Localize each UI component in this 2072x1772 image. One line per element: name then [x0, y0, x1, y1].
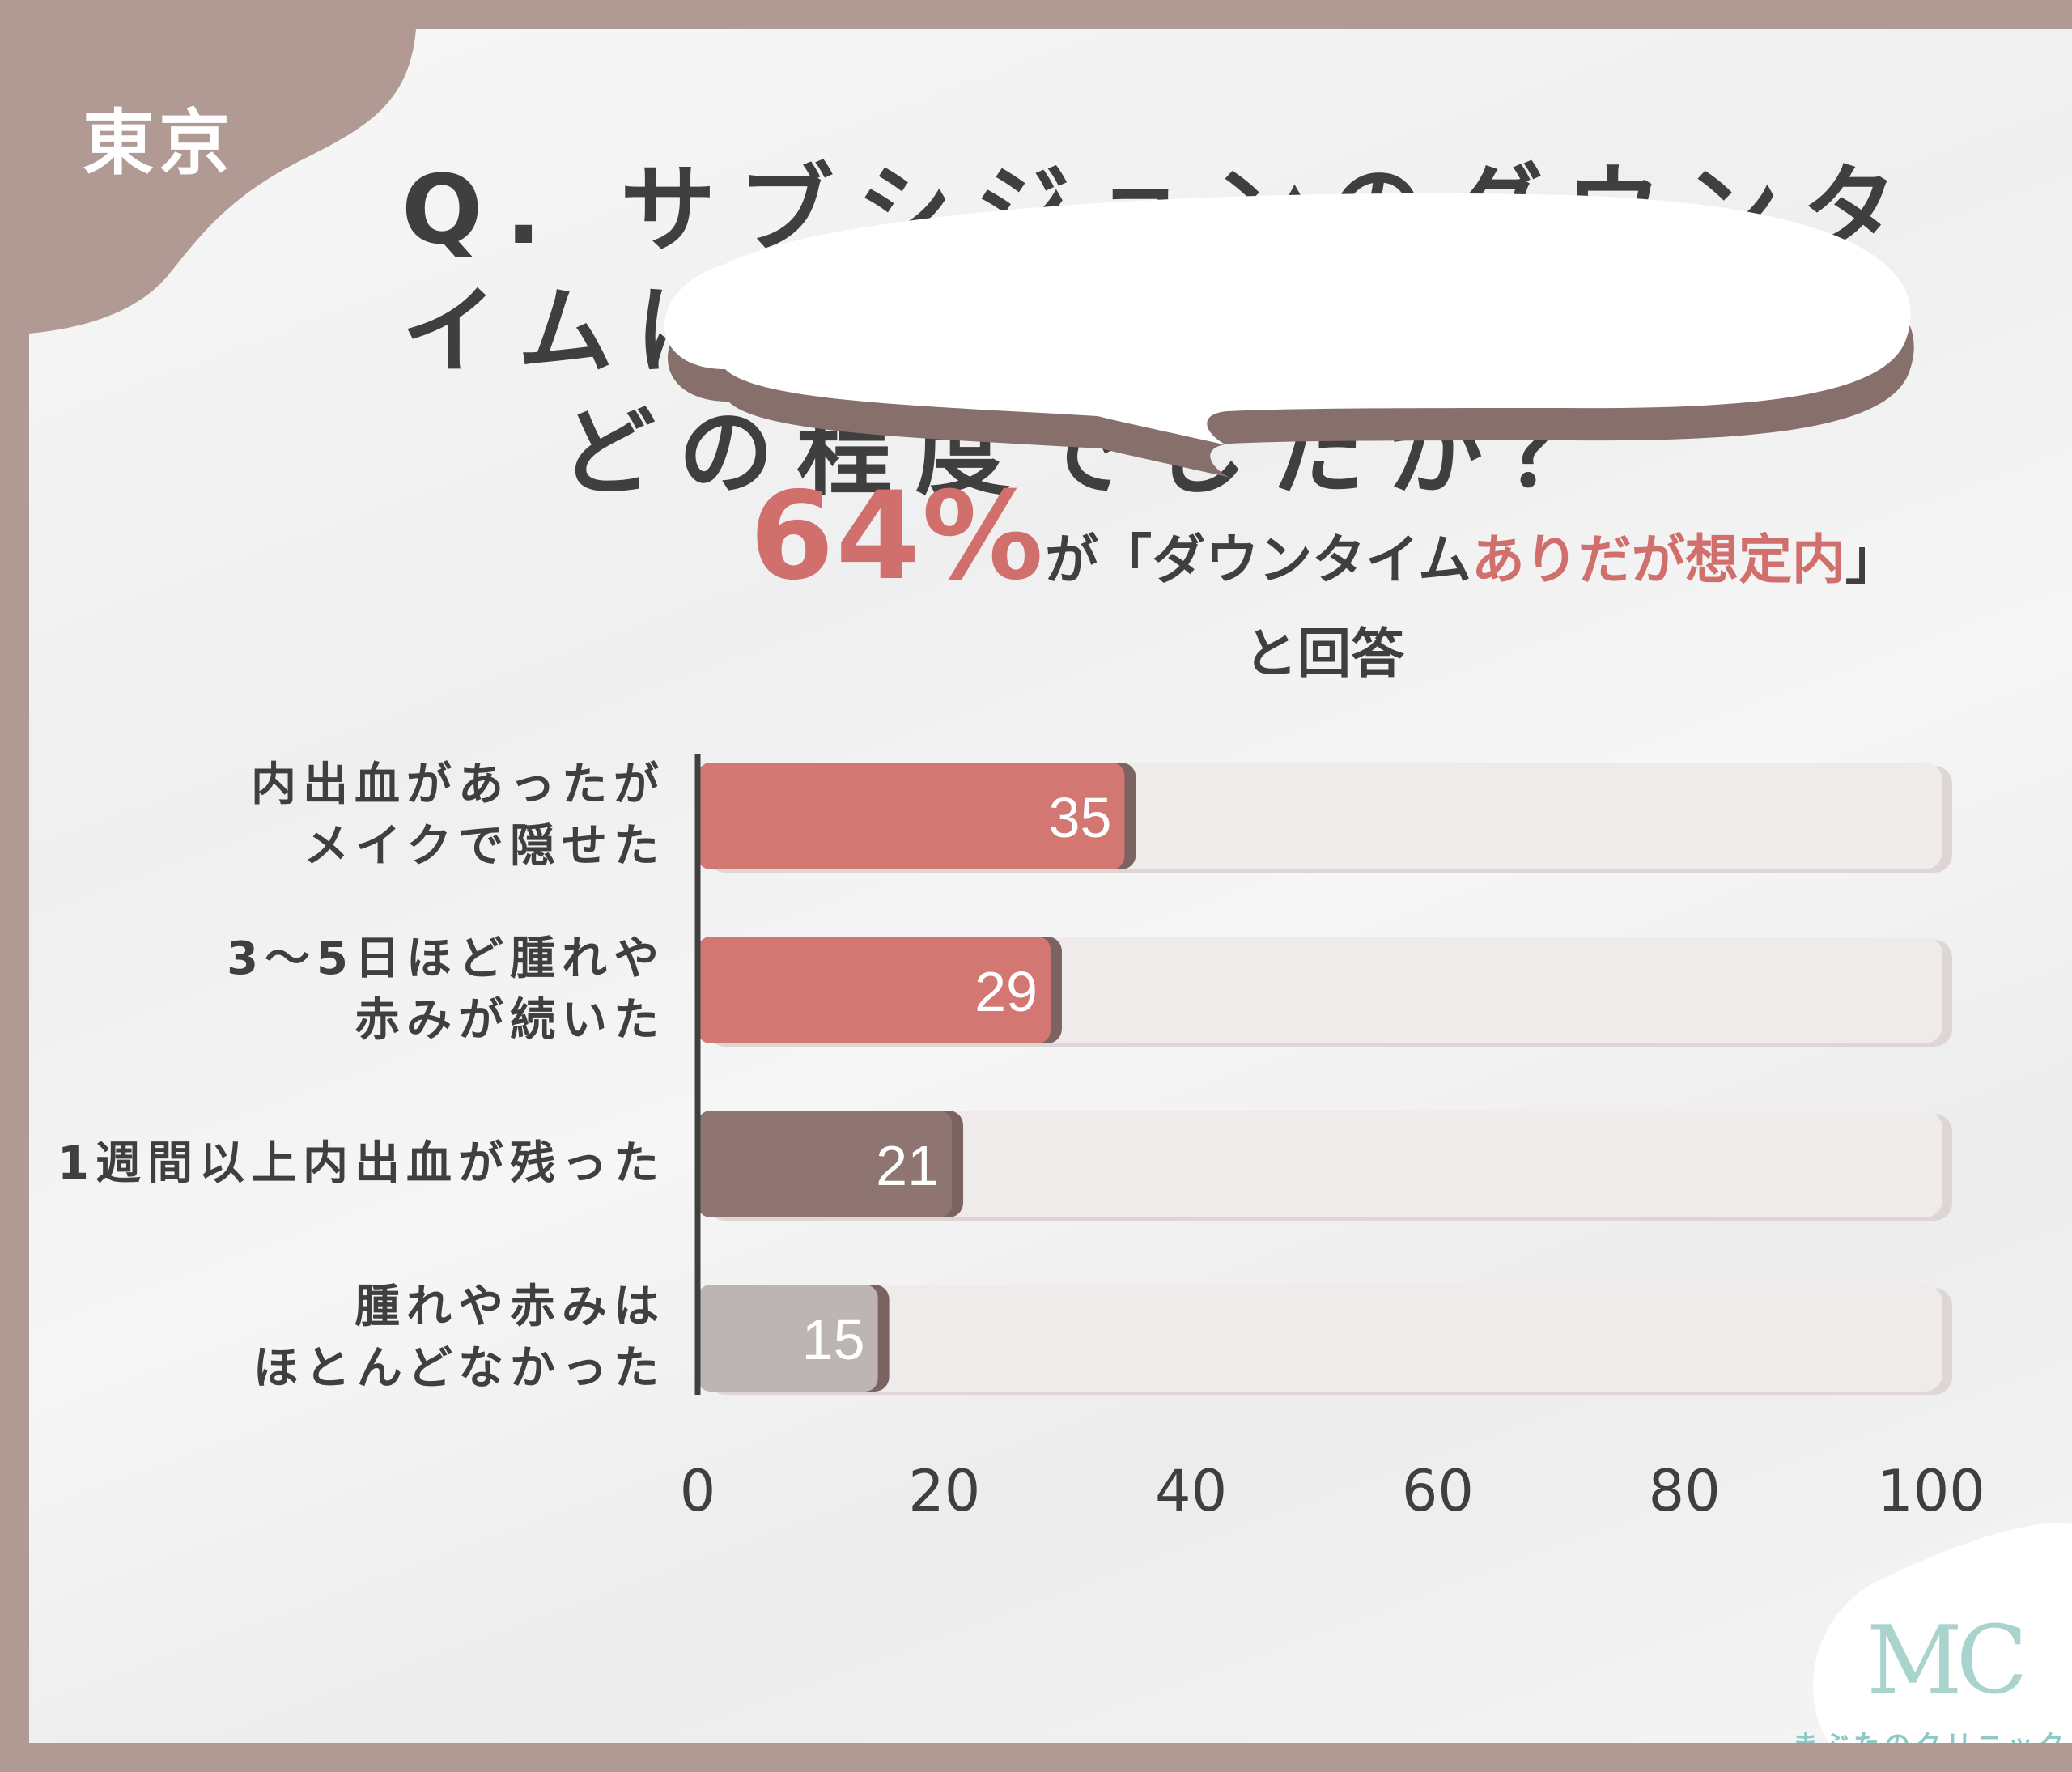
- category-label-line: 1週間以上内出血が残った: [57, 1137, 665, 1190]
- brand-name: まぶたのクリニック: [1792, 1724, 2069, 1743]
- category-label: 腫れや赤みはほとんどなかった: [29, 1277, 665, 1400]
- callout-line-2: と回答: [1244, 623, 1404, 685]
- x-tick-label: 60: [1402, 1458, 1474, 1524]
- bar-track: [698, 1285, 1942, 1392]
- callout-text-b: 」: [1845, 529, 1899, 591]
- bar: [698, 763, 1125, 869]
- callout-text-a: が「ダウンタイム: [1045, 529, 1471, 591]
- category-label-line: メイクで隠せた: [304, 820, 665, 873]
- brand-mark: MC: [1866, 1606, 2028, 1715]
- bar-chart: 35 29 21 15 0 20 40 60 80 100: [680, 754, 1985, 1524]
- bar-value-label: 35: [1049, 786, 1112, 849]
- category-label-line: 腫れや赤みは: [355, 1281, 665, 1333]
- callout-highlight: ありだが想定内: [1471, 529, 1845, 591]
- bar: [698, 937, 1051, 1043]
- category-label: 1週間以上内出血が残った: [29, 1133, 665, 1195]
- bar-value-label: 29: [974, 960, 1038, 1023]
- x-tick-label: 80: [1649, 1458, 1721, 1524]
- chart-card: 東京 Q. サブシジョンのダウンタイムは どの程度でしたか？ 64%が「ダウンタ…: [29, 29, 2072, 1743]
- bar: [698, 1285, 878, 1392]
- category-label-line: ほとんどなかった: [253, 1342, 665, 1395]
- category-label-line: 3〜5日ほど腫れや: [227, 933, 665, 985]
- x-tick-label: 40: [1155, 1458, 1227, 1524]
- x-tick-label: 100: [1877, 1458, 1985, 1524]
- category-label-line: 内出血があったが: [251, 759, 665, 811]
- callout: 64%が「ダウンタイムありだが想定内」 と回答: [725, 466, 1923, 688]
- category-label: 3〜5日ほど腫れや赤みが続いた: [29, 928, 665, 1052]
- category-label-line: 赤みが続いた: [355, 994, 665, 1047]
- x-tick-label: 20: [908, 1458, 980, 1524]
- logo-blob: [1813, 1523, 2072, 1743]
- bar: [698, 1111, 953, 1217]
- bar-value-label: 21: [876, 1134, 939, 1197]
- speech-bubble: [664, 193, 1914, 478]
- corner-blob: [29, 29, 416, 334]
- bar-value-label: 15: [802, 1308, 865, 1371]
- category-label: 内出血があったがメイクで隠せた: [29, 754, 665, 878]
- x-tick-label: 0: [680, 1458, 716, 1524]
- region-label: 東京: [83, 101, 236, 185]
- bar-track: [698, 1111, 1942, 1217]
- callout-percent: 64%: [749, 466, 1046, 607]
